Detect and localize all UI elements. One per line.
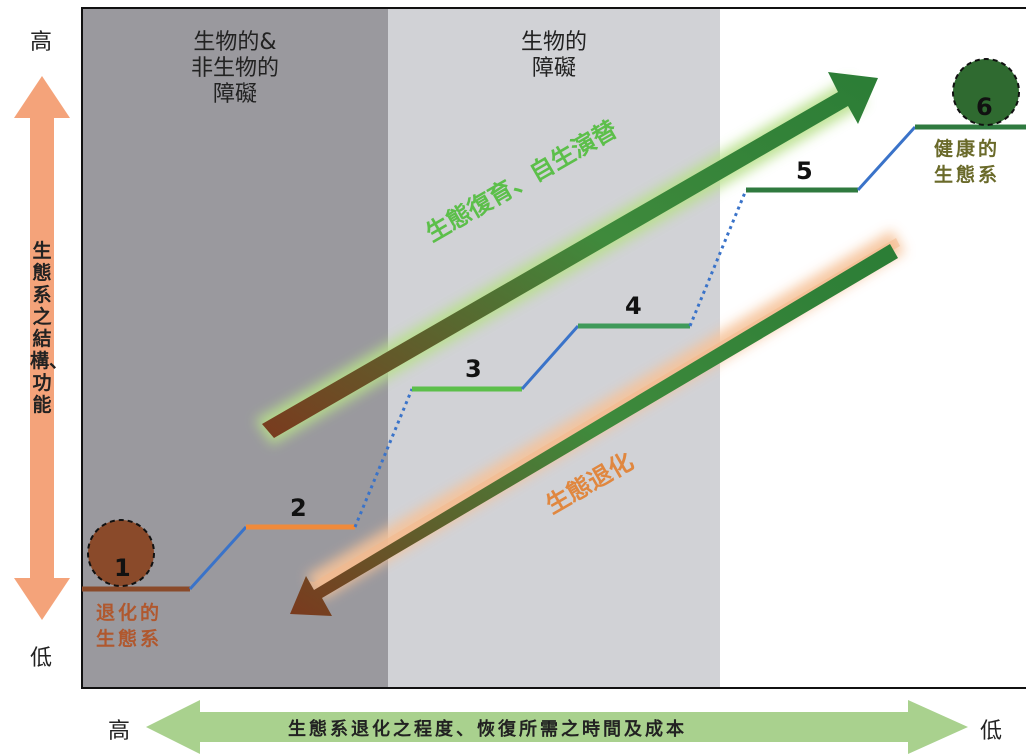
zone-light bbox=[388, 8, 720, 688]
y-axis-label: 生態系之結構、功能 bbox=[30, 240, 69, 416]
x-axis-label: 生態系退化之程度、恢復所需之時間及成本 bbox=[288, 719, 687, 740]
stage-1-number: 1 bbox=[114, 554, 131, 582]
healthy-ecosystem-label: 健康的生態系 bbox=[934, 138, 1001, 186]
stage-3-number: 3 bbox=[465, 355, 482, 383]
connector-1-2 bbox=[188, 525, 248, 591]
zone-light-label: 生物的 障礙 bbox=[520, 30, 587, 81]
ball-1 bbox=[87, 519, 155, 587]
step-lines bbox=[82, 124, 1026, 592]
x-axis-low: 低 bbox=[980, 719, 1003, 744]
stage-5-number: 5 bbox=[796, 157, 813, 185]
restoration-arrow bbox=[255, 72, 878, 445]
connector-5-6 bbox=[856, 125, 917, 192]
y-axis-arrow bbox=[14, 76, 70, 620]
stage-2-number: 2 bbox=[290, 494, 307, 522]
plot-frame bbox=[81, 7, 1026, 689]
x-axis-arrow bbox=[146, 700, 968, 754]
connector-3-4 bbox=[520, 325, 580, 390]
x-axis-high: 高 bbox=[108, 719, 131, 744]
ball-6 bbox=[952, 58, 1020, 126]
y-axis-low: 低 bbox=[30, 646, 53, 671]
y-axis-high: 高 bbox=[30, 30, 53, 55]
degradation-arrow bbox=[290, 230, 905, 616]
stage-6-number: 6 bbox=[976, 93, 993, 121]
stage-4-number: 4 bbox=[625, 292, 642, 320]
degraded-ecosystem-label: 退化的生態系 bbox=[96, 602, 163, 650]
zone-dark-label: 生物的& 非生物的 障礙 bbox=[190, 30, 279, 107]
